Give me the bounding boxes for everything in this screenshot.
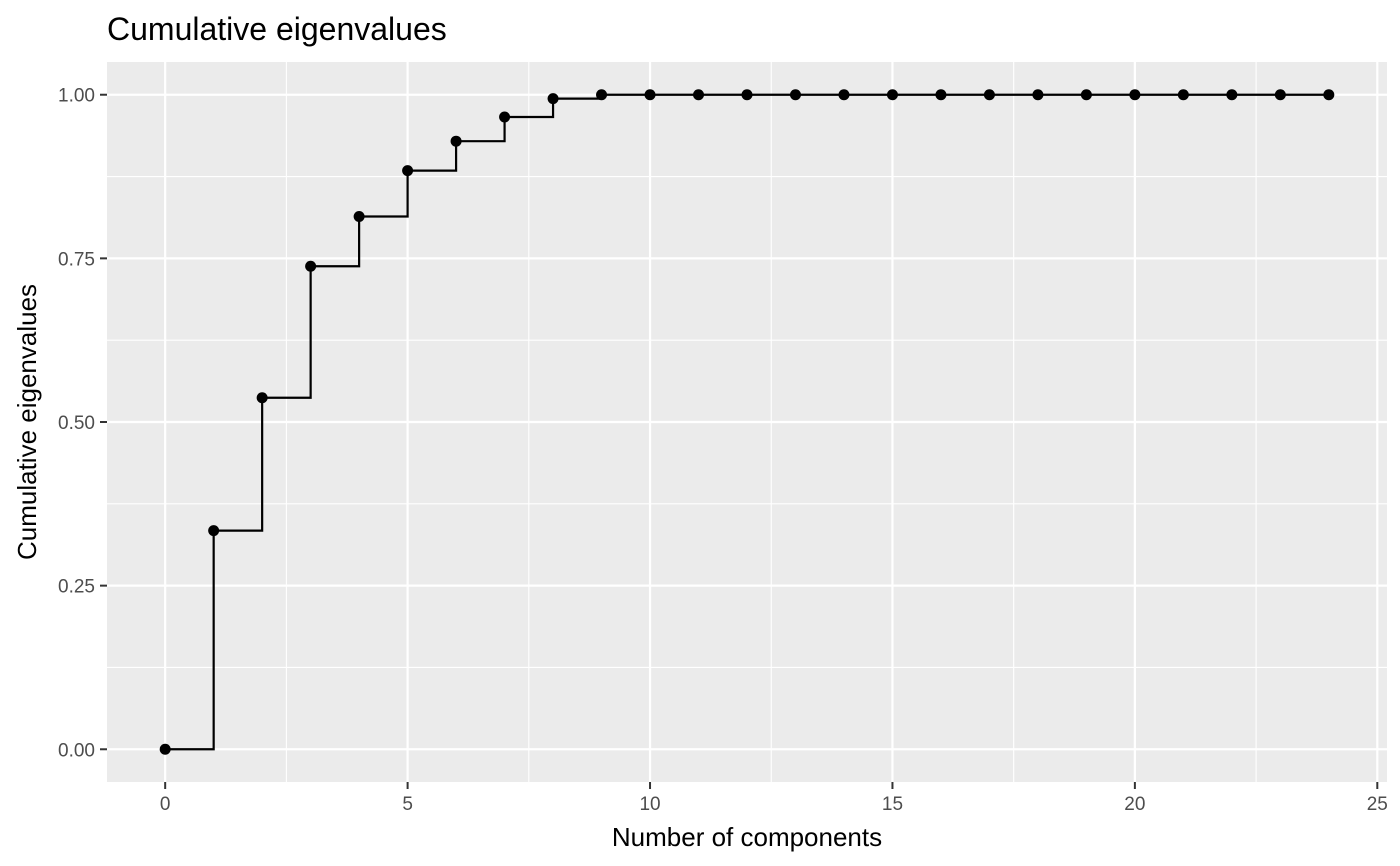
data-point (644, 89, 656, 101)
data-points (159, 89, 1335, 755)
x-tick-label: 5 (402, 794, 413, 815)
data-point (741, 89, 753, 101)
data-point (208, 525, 220, 537)
y-axis: 0.00 0.25 0.50 0.75 1.00 (58, 86, 107, 761)
data-point (305, 260, 317, 272)
y-tick-label: 0.00 (58, 740, 95, 761)
data-point (693, 89, 705, 101)
data-point (886, 89, 898, 101)
data-point (935, 89, 947, 101)
data-point (1129, 89, 1141, 101)
y-tick-label: 1.00 (58, 86, 95, 107)
x-tick-label: 0 (160, 794, 171, 815)
data-point (402, 165, 414, 177)
x-tick-label: 20 (1124, 794, 1145, 815)
cumulative-step-line (165, 93, 1329, 751)
data-point (1274, 89, 1286, 101)
y-axis-title: Cumulative eigenvalues (12, 284, 42, 560)
data-point (596, 89, 608, 101)
y-tick-label: 0.50 (58, 413, 95, 434)
data-point (256, 392, 268, 404)
x-tick-label: 25 (1367, 794, 1388, 815)
data-point (1032, 89, 1044, 101)
data-point (1177, 89, 1189, 101)
data-point (789, 89, 801, 101)
y-tick-label: 0.25 (58, 577, 95, 598)
data-point (1226, 89, 1238, 101)
data-point (1080, 89, 1092, 101)
y-tick-label: 0.75 (58, 249, 95, 270)
x-tick-label: 10 (639, 794, 660, 815)
data-point (499, 111, 511, 123)
chart-title: Cumulative eigenvalues (107, 11, 447, 47)
x-tick-label: 15 (882, 794, 903, 815)
data-point (1323, 89, 1335, 101)
data-point (547, 93, 559, 105)
x-axis: 0 5 10 15 20 25 (160, 782, 1388, 815)
data-point (450, 135, 462, 147)
data-point (983, 89, 995, 101)
data-point (353, 210, 365, 222)
data-point (838, 89, 850, 101)
x-axis-title: Number of components (612, 822, 882, 852)
data-point (159, 743, 171, 755)
